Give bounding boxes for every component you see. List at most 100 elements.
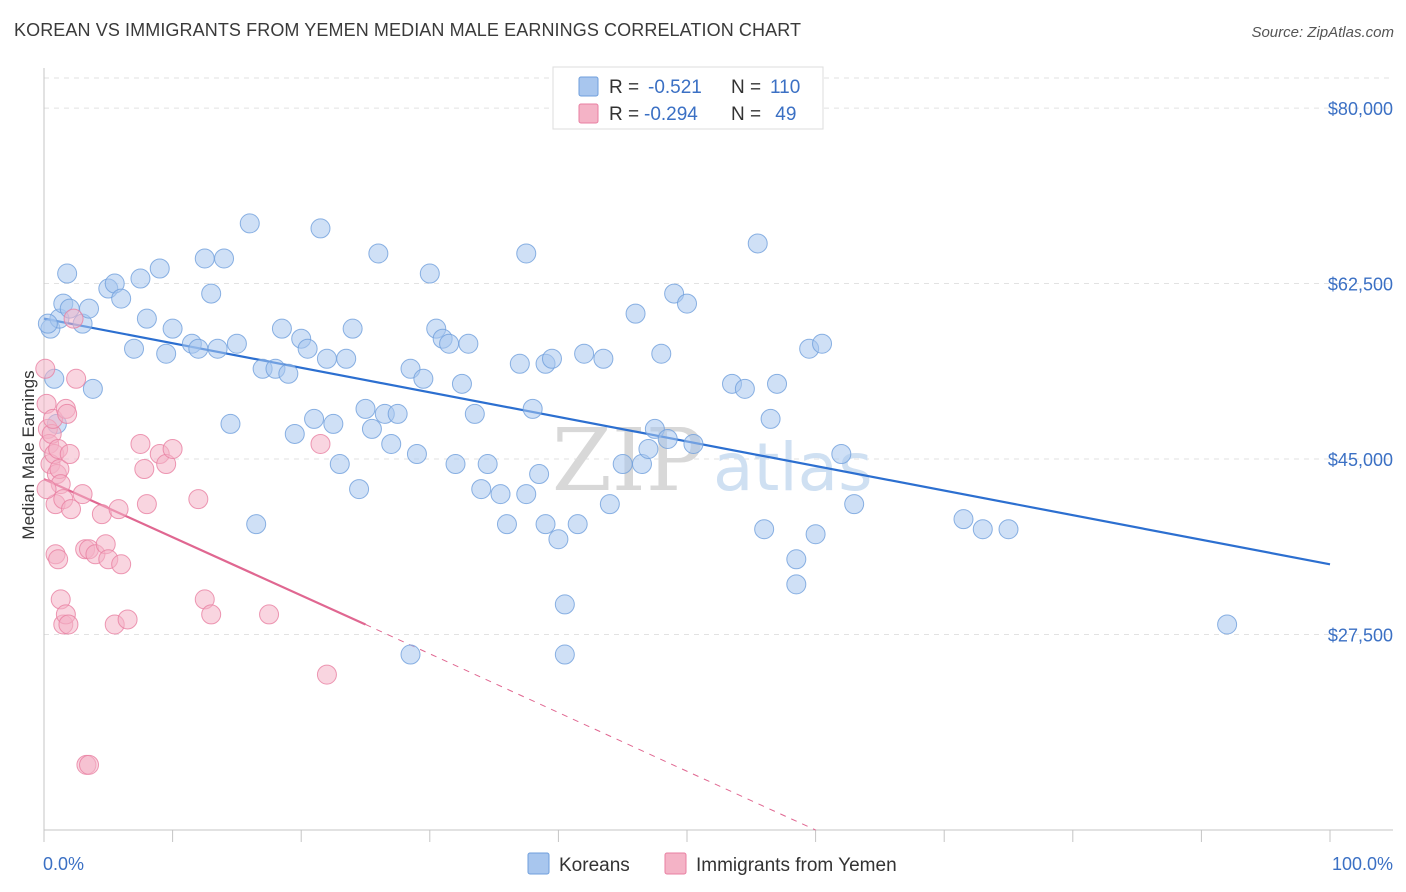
x-tick-label-max: 100.0% xyxy=(1332,854,1393,874)
korean-point xyxy=(599,494,620,515)
korean-point xyxy=(220,413,241,434)
yemen-trend-line xyxy=(43,478,366,626)
korean-point xyxy=(188,338,209,359)
korean-point xyxy=(844,494,865,515)
korean-point xyxy=(419,263,440,284)
chart-title: KOREAN VS IMMIGRANTS FROM YEMEN MEDIAN M… xyxy=(14,20,802,40)
korean-point xyxy=(445,454,466,475)
yemen-point xyxy=(134,459,155,480)
korean-point xyxy=(677,293,697,314)
watermark-atlas: atlas xyxy=(713,429,873,506)
yemen-point xyxy=(91,504,112,525)
legend-n-label: N = xyxy=(731,77,761,98)
y-tick-label: $80,000 xyxy=(1328,99,1393,119)
korean-point xyxy=(79,298,100,319)
korean-point xyxy=(522,398,543,419)
korean-point xyxy=(567,514,588,535)
korean-point xyxy=(361,418,382,439)
yemen-point xyxy=(316,664,337,685)
korean-point xyxy=(683,433,704,454)
korean-point xyxy=(149,258,170,279)
korean-point xyxy=(439,333,460,354)
korean-point xyxy=(516,243,537,264)
korean-point xyxy=(812,333,833,354)
bottom-legend-label-koreans: Koreans xyxy=(559,855,630,876)
korean-point xyxy=(130,268,151,289)
legend: R = -0.521 N = 110 R = -0.294 N = 49 xyxy=(552,66,824,130)
korean-point xyxy=(336,348,357,369)
korean-point xyxy=(124,338,145,359)
korean-point xyxy=(786,574,807,595)
korean-point xyxy=(529,464,550,485)
korean-point xyxy=(638,438,659,459)
yemen-point xyxy=(61,499,82,520)
yemen-point xyxy=(48,549,69,570)
y-tick-label: $27,500 xyxy=(1328,625,1393,645)
korean-point xyxy=(786,549,807,570)
yemen-point xyxy=(66,368,87,389)
korean-point xyxy=(516,484,537,505)
korean-point xyxy=(284,423,305,444)
yemen-point xyxy=(162,438,183,459)
korean-point xyxy=(349,479,370,500)
korean-point xyxy=(323,413,344,434)
korean-point xyxy=(82,378,103,399)
yemen-point xyxy=(108,499,129,520)
korean-point xyxy=(271,318,292,339)
korean-point xyxy=(657,428,678,449)
yemen-point xyxy=(136,494,157,515)
korean-point xyxy=(304,408,325,429)
legend-swatch-yemen xyxy=(578,103,599,124)
korean-point xyxy=(734,378,755,399)
korean-point xyxy=(554,594,575,615)
korean-point xyxy=(451,373,472,394)
korean-point xyxy=(535,514,556,535)
legend-r-value: -0.521 xyxy=(648,77,702,98)
korean-point xyxy=(593,348,614,369)
korean-point xyxy=(413,368,434,389)
korean-point xyxy=(226,333,247,354)
korean-point xyxy=(496,514,517,535)
korean-point xyxy=(156,343,177,364)
yemen-point xyxy=(188,489,209,510)
korean-point xyxy=(406,444,427,464)
korean-point xyxy=(136,308,157,329)
korean-point xyxy=(297,338,318,359)
y-tick-labels: $27,500 $45,000 $62,500 $80,000 xyxy=(1328,99,1393,645)
korean-point xyxy=(239,213,260,234)
yemen-point xyxy=(201,604,222,625)
korean-point xyxy=(400,644,421,665)
yemen-point xyxy=(59,444,80,464)
korean-point xyxy=(310,218,331,239)
korean-point xyxy=(201,283,222,304)
legend-n-label: N = xyxy=(731,104,761,125)
korean-point xyxy=(972,519,993,540)
korean-point xyxy=(57,263,78,284)
korean-point xyxy=(207,338,228,359)
korean-point xyxy=(1217,614,1238,635)
bottom-legend-swatch-yemen xyxy=(664,852,687,875)
yemen-point xyxy=(57,403,78,424)
korean-point xyxy=(831,444,852,464)
korean-point xyxy=(747,233,768,254)
korean-point xyxy=(548,529,569,550)
bottom-legend: Koreans Immigrants from Yemen xyxy=(527,852,897,876)
korean-point xyxy=(760,408,781,429)
legend-n-value: 49 xyxy=(770,104,796,125)
yemen-trend-extension xyxy=(365,623,816,831)
korean-point xyxy=(342,318,363,339)
legend-swatch-koreans xyxy=(578,76,599,97)
yemen-point xyxy=(36,479,57,500)
korean-point xyxy=(458,333,479,354)
korean-point xyxy=(329,454,350,475)
data-points xyxy=(35,213,1238,775)
yemen-point xyxy=(58,614,79,635)
korean-point xyxy=(574,343,595,364)
korean-point xyxy=(754,519,775,540)
korean-point xyxy=(111,288,132,309)
korean-point xyxy=(194,248,215,269)
korean-point xyxy=(490,484,511,505)
korean-point xyxy=(651,343,672,364)
korean-point xyxy=(162,318,183,339)
yemen-point xyxy=(259,604,280,625)
